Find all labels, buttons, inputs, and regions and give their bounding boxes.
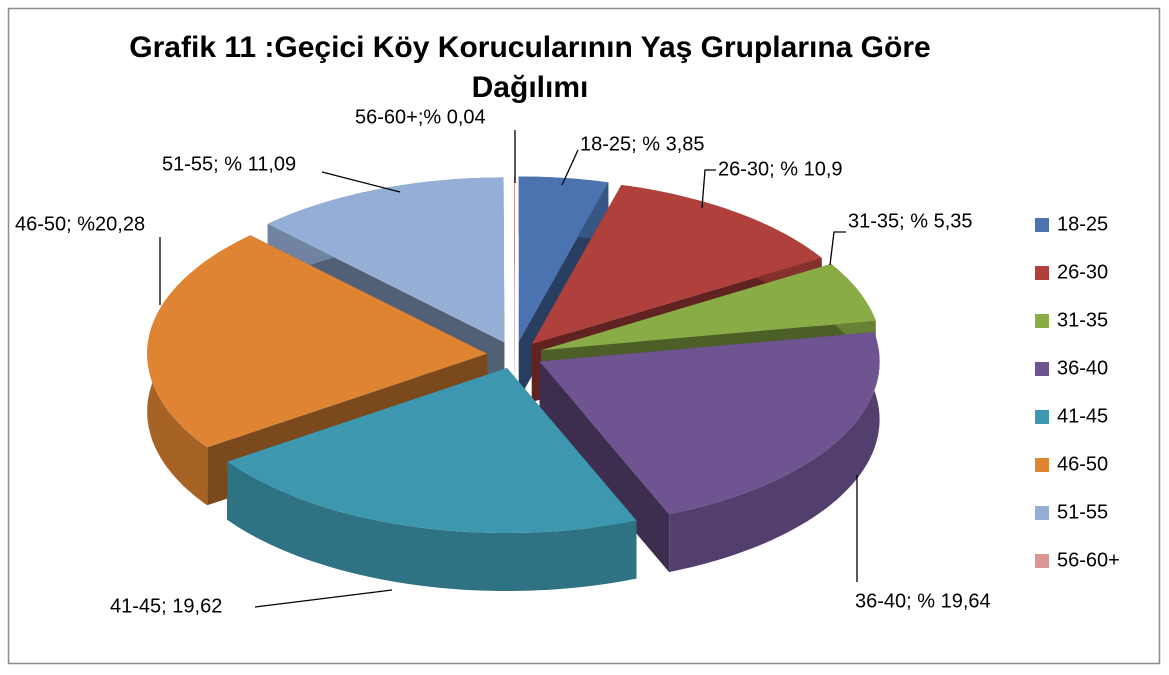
slice-side <box>669 332 880 573</box>
leader-line <box>321 171 401 193</box>
slice <box>539 332 880 573</box>
legend-swatch <box>1035 266 1049 280</box>
leader-line <box>701 169 716 209</box>
data-label: 36-40; % 19,64 <box>855 590 991 612</box>
slice-side <box>227 461 637 591</box>
legend-label: 18-25 <box>1057 213 1108 235</box>
legend-swatch <box>1035 218 1049 232</box>
slice <box>539 332 880 515</box>
leader-line <box>829 231 846 266</box>
legend-swatch <box>1035 506 1049 520</box>
legend-label: 31-35 <box>1057 309 1108 331</box>
slice <box>531 185 822 345</box>
slice <box>227 368 637 533</box>
slice <box>514 176 515 342</box>
legend-label: 46-50 <box>1057 453 1108 475</box>
slice <box>518 176 609 342</box>
data-label: 26-30; % 10,9 <box>718 158 843 180</box>
slice <box>227 368 637 591</box>
slice-side <box>539 361 670 573</box>
legend-swatch <box>1035 314 1049 328</box>
legend-label: 36-40 <box>1057 357 1108 379</box>
leader-line <box>254 589 393 608</box>
legend-swatch <box>1035 554 1049 568</box>
legend-label: 51-55 <box>1057 501 1108 523</box>
legend-swatch <box>1035 362 1049 376</box>
legend-label: 41-45 <box>1057 405 1108 427</box>
slice <box>541 263 876 351</box>
slice <box>514 176 515 400</box>
legend-swatch <box>1035 458 1049 472</box>
legend-label: 56-60+ <box>1057 549 1120 571</box>
slice <box>147 235 488 448</box>
data-label: 46-50; %20,28 <box>15 213 145 235</box>
data-label: 18-25; % 3,85 <box>580 133 705 155</box>
slice <box>267 177 505 343</box>
legend-label: 26-30 <box>1057 261 1108 283</box>
leader-line <box>561 149 579 186</box>
data-label: 56-60+;% 0,04 <box>355 106 486 128</box>
data-label: 51-55; % 11,09 <box>162 153 296 175</box>
legend-swatch <box>1035 410 1049 424</box>
chart-title: Grafik 11 :Geçici Köy Korucularının Yaş … <box>129 31 931 104</box>
data-label: 41-45; 19,62 <box>110 595 222 617</box>
data-label: 31-35; % 5,35 <box>848 210 973 232</box>
